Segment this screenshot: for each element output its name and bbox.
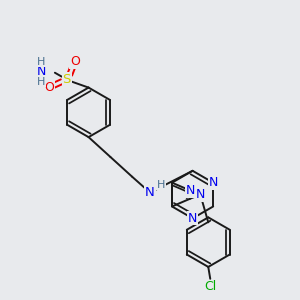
Text: N: N xyxy=(36,65,46,78)
Text: N: N xyxy=(188,212,197,225)
Text: S: S xyxy=(63,73,71,86)
Text: N: N xyxy=(145,186,155,199)
Text: H: H xyxy=(157,180,165,190)
Text: H: H xyxy=(37,76,45,87)
Text: N: N xyxy=(185,184,195,197)
Text: O: O xyxy=(44,81,54,94)
Text: N: N xyxy=(196,188,205,201)
Text: N: N xyxy=(208,176,218,189)
Text: O: O xyxy=(70,55,80,68)
Text: H: H xyxy=(37,57,45,67)
Text: Cl: Cl xyxy=(204,280,216,293)
